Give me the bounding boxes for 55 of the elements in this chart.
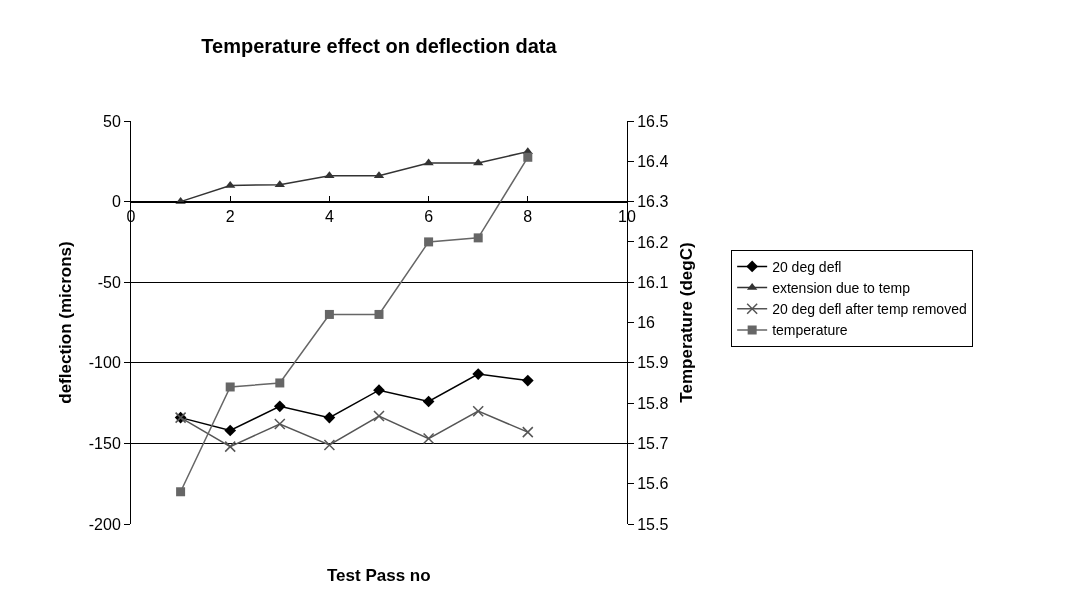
point bbox=[224, 440, 236, 453]
y-tick-label: -100 bbox=[88, 354, 121, 372]
point bbox=[422, 432, 435, 445]
point bbox=[472, 405, 484, 417]
point bbox=[521, 374, 534, 387]
y2-tick-label: 16 bbox=[637, 314, 656, 332]
point bbox=[225, 382, 235, 392]
y2-tick-label: 16.4 bbox=[637, 152, 669, 170]
point bbox=[324, 309, 334, 319]
y2-tick-label: 15.8 bbox=[637, 394, 669, 412]
point bbox=[323, 411, 336, 424]
y2-tick-label: 15.5 bbox=[637, 515, 669, 533]
point bbox=[324, 171, 335, 179]
point bbox=[472, 368, 485, 380]
point bbox=[224, 424, 237, 437]
x-axis-title: Test Pass no bbox=[327, 566, 431, 585]
point bbox=[225, 180, 236, 188]
point bbox=[523, 152, 533, 162]
point bbox=[473, 158, 484, 166]
y-tick-label: 0 bbox=[111, 193, 121, 211]
point bbox=[473, 233, 483, 243]
legend-label: 20 deg defl after temp removed bbox=[772, 301, 967, 318]
point bbox=[273, 400, 286, 413]
y-tick-label: 50 bbox=[103, 112, 121, 130]
y2-tick-label: 16.3 bbox=[637, 193, 669, 211]
point bbox=[374, 309, 384, 319]
chart-title: Temperature effect on deflection data bbox=[201, 34, 558, 57]
legend-label: 20 deg defl bbox=[772, 258, 842, 275]
y2-axis-title: Temperature (degC) bbox=[676, 242, 696, 403]
y2-tick-label: 16.5 bbox=[637, 112, 669, 130]
point bbox=[323, 439, 336, 451]
point bbox=[275, 378, 285, 388]
point bbox=[274, 418, 286, 430]
x-tick-label: 8 bbox=[523, 207, 533, 225]
point bbox=[176, 487, 186, 497]
y2-tick-label: 16.1 bbox=[637, 273, 669, 291]
x-tick-label: 2 bbox=[225, 207, 235, 225]
y2-tick-label: 15.7 bbox=[637, 435, 669, 452]
legend-label: temperature bbox=[772, 322, 848, 339]
point bbox=[423, 158, 434, 166]
y2-tick-label: 15.6 bbox=[637, 475, 669, 493]
legend-label: extension due to temp bbox=[772, 280, 911, 297]
x-tick-label: 4 bbox=[324, 207, 334, 225]
point bbox=[422, 395, 435, 408]
x-tick-label: 6 bbox=[424, 207, 434, 225]
point bbox=[522, 426, 534, 438]
point bbox=[424, 237, 434, 247]
y-tick-label: -150 bbox=[88, 435, 121, 452]
y-axis-title: deflection (microns) bbox=[56, 241, 76, 404]
y-tick-label: -50 bbox=[97, 273, 121, 291]
y2-tick-label: 15.9 bbox=[637, 354, 669, 372]
y2-tick-label: 16.2 bbox=[637, 233, 669, 251]
point bbox=[373, 384, 385, 397]
point bbox=[373, 410, 385, 422]
y-tick-label: -200 bbox=[88, 515, 121, 533]
